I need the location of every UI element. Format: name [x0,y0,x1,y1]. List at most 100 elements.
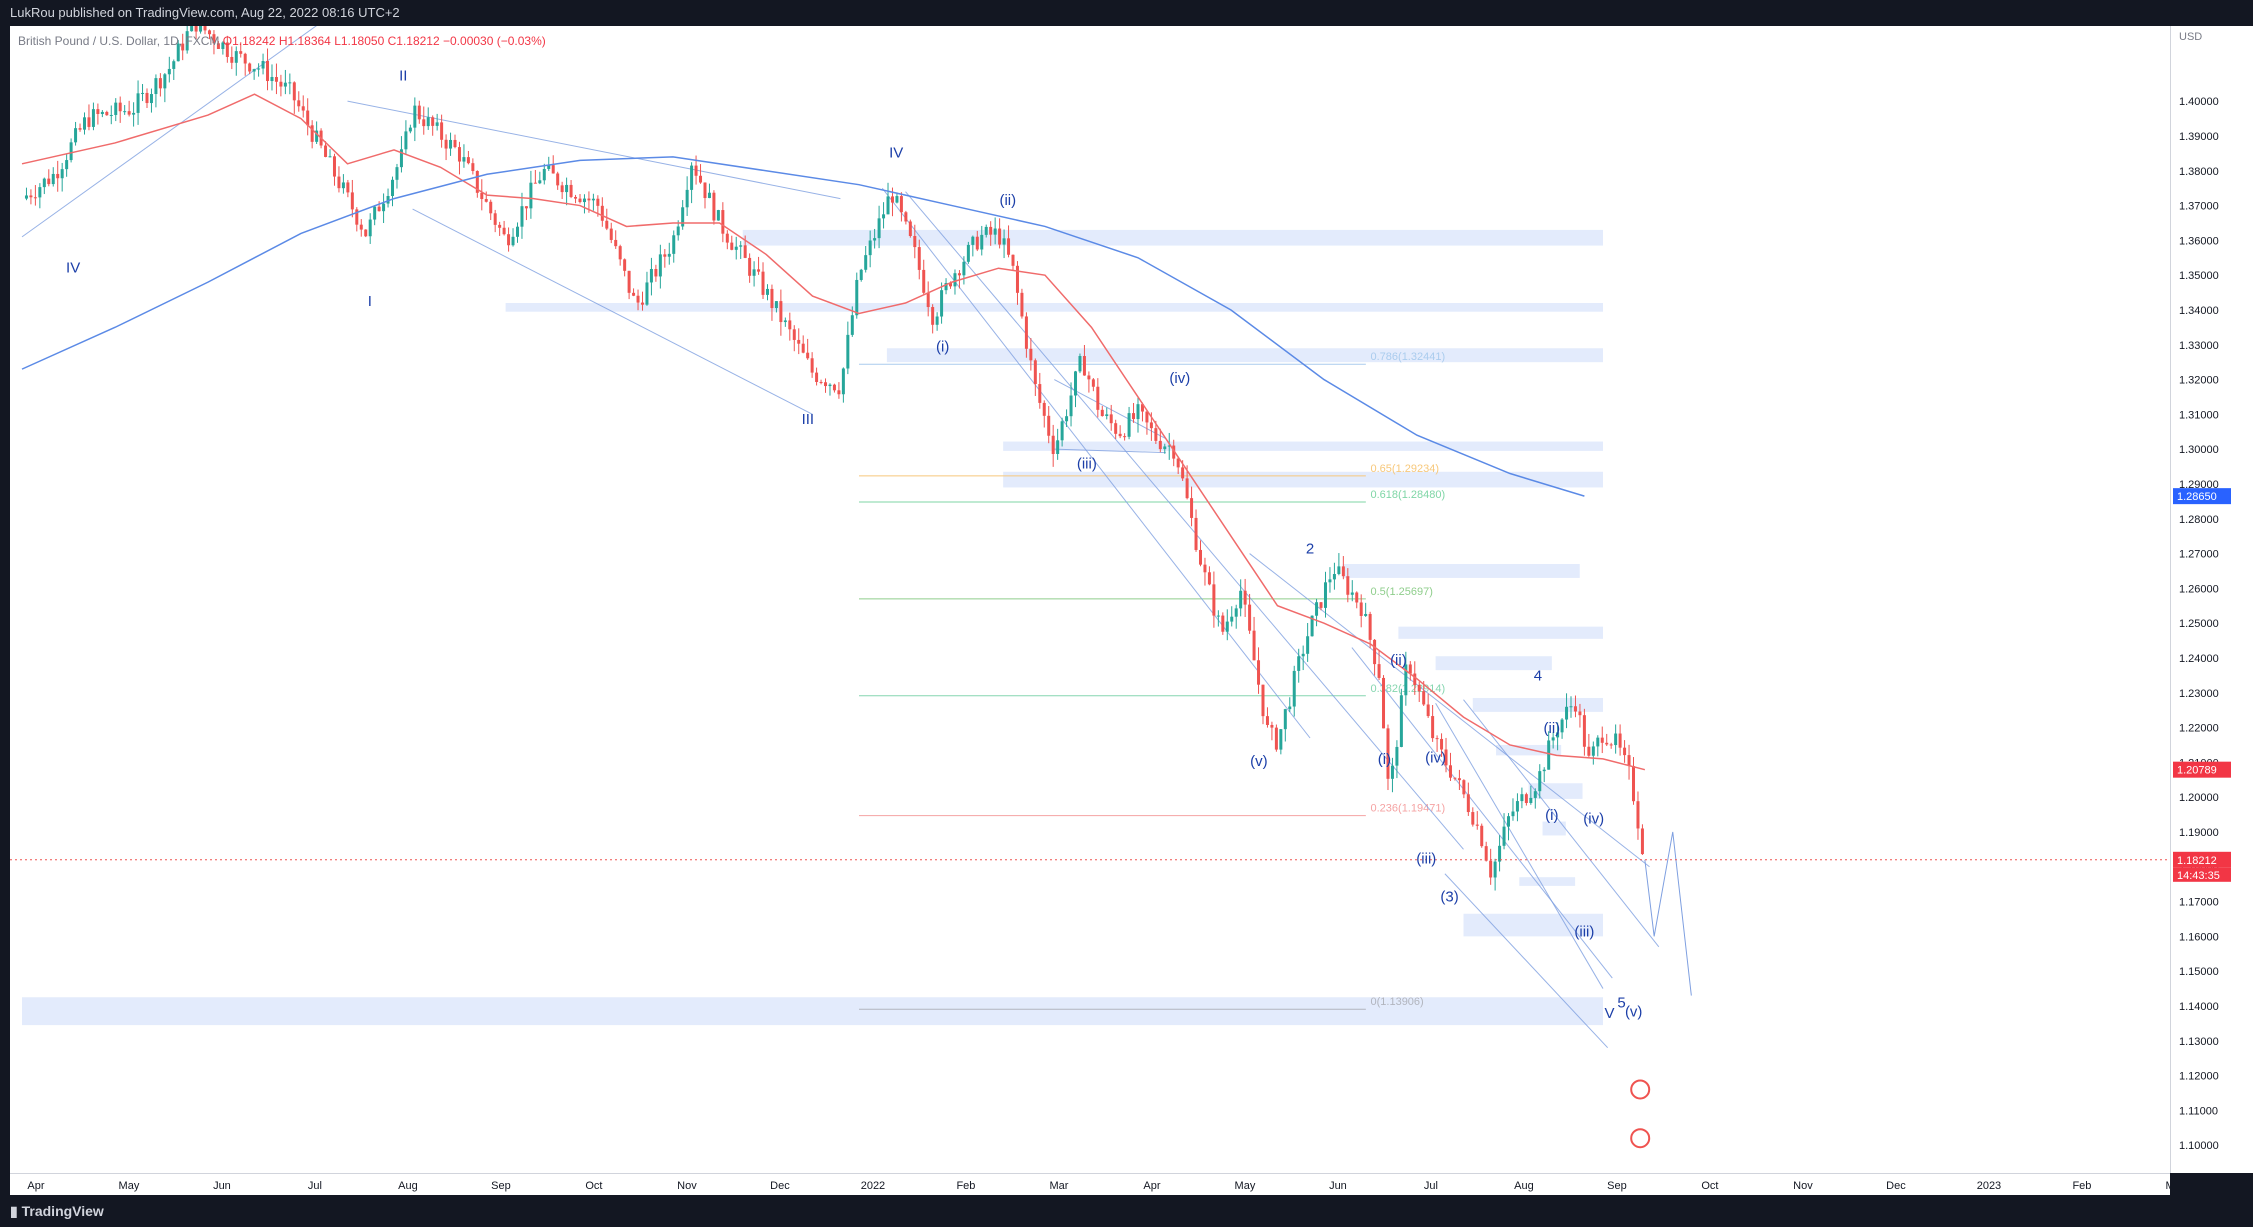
brand-name: TradingView [21,1203,104,1219]
support-resistance-zone [1519,877,1576,886]
time-tick-label: Apr [1143,1180,1160,1192]
candle-body [212,34,216,44]
candle-body [1640,828,1644,855]
candle-body [757,269,761,272]
candle-body [91,109,95,127]
candle-body [725,233,729,243]
wave-label: (iv) [1169,370,1190,387]
candle-body [730,242,734,250]
candle-body [404,131,408,150]
candle-body [29,195,33,198]
candle-body [346,182,350,193]
support-resistance-zone [1496,744,1562,756]
price-tick-label: 1.23000 [2179,688,2219,700]
candle-body [386,196,390,204]
candle-body [774,301,778,309]
price-tick-label: 1.30000 [2179,444,2219,456]
candle-body [1127,413,1131,437]
candle-body [1297,656,1301,671]
candle-body [1323,582,1327,608]
candle-body [457,147,461,162]
candle-body [596,198,600,206]
time-tick-label: Aug [1514,1180,1534,1192]
candle-body [864,255,868,270]
time-tick-label: Oct [585,1180,602,1192]
candle-body [1462,780,1466,795]
time-tick-label: May [1235,1180,1256,1192]
candle-body [1274,727,1278,750]
time-axis[interactable]: Apr May Jun Jul Aug Sep Oct Nov Dec 2022 Feb Mar Apr… [10,1173,2185,1196]
price-chart[interactable]: 0.786(1.32441) 0.65(1.29234) 0.618(1.28480… [10,0,2170,1173]
candle-body [980,234,984,250]
wave-label: III [802,411,815,428]
candle-body [297,100,301,107]
candle-body [640,302,644,305]
candle-body [33,197,37,199]
price-tick-label: 1.26000 [2179,583,2219,595]
candle-body [1051,435,1055,454]
candle-body [221,42,225,49]
candle-body [574,196,578,199]
candle-body [1511,811,1515,817]
legend-high: H1.18364 [278,34,331,48]
price-axis[interactable]: USD 1.40000 1.39000 1.38000 1.37000 1.36000 1.… [2170,26,2253,1173]
candle-body [1484,846,1488,861]
fib-level-label: 0.236(1.19471) [1371,803,1446,815]
candle-body [1538,771,1542,792]
candle-body [1114,423,1118,434]
candle-body [1569,706,1573,708]
candle-body [1158,440,1162,450]
candle-body [1109,414,1113,424]
candle-body [721,210,725,234]
plot-area[interactable]: 0.786(1.32441) 0.65(1.29234) 0.618(1.28480… [10,0,2170,1173]
candle-body [1234,608,1238,617]
candle-body [1475,824,1479,826]
price-tick-label: 1.25000 [2179,618,2219,630]
time-tick-label: Apr [27,1180,44,1192]
candle-body [417,105,421,120]
trend-channel-line [1351,647,1613,979]
candle-body [1288,706,1292,710]
candle-body [824,382,828,387]
candle-body [1248,604,1252,631]
candle-body [734,246,738,250]
candle-body [681,207,685,227]
candle-body [743,245,747,258]
candle-body [484,199,488,202]
candle-body [1605,742,1609,745]
support-resistance-zone [742,229,1603,246]
candle-body [663,254,667,257]
time-tick-label: Dec [770,1180,790,1192]
price-tick-label: 1.38000 [2179,166,2219,178]
time-tick-label: Mar [2165,1180,2170,1192]
candle-body [520,206,524,227]
candle-body [765,288,769,295]
time-tick-label: Jun [1329,1180,1347,1192]
candle-body [1225,621,1229,632]
candle-body [1551,737,1555,741]
candle-body [1466,794,1470,813]
candle-body [408,127,412,132]
support-resistance-zone [22,997,1603,1026]
candle-body [364,229,368,237]
candle-body [1261,684,1265,717]
candle-body [538,180,542,184]
trend-channel-line [905,191,1464,850]
candle-body [667,253,671,257]
wave-label: (iii) [1574,923,1594,940]
candle-body [341,182,345,189]
candle-body [105,111,109,116]
candle-body [819,381,823,383]
time-tick-label: Feb [956,1180,975,1192]
candle-body [1502,826,1506,846]
price-tick-label: 1.35000 [2179,270,2219,282]
candle-body [529,182,533,209]
candle-body [225,42,229,57]
candle-body [699,175,703,183]
candle-body [533,182,537,184]
wave-label: (v) [1250,753,1268,770]
candle-body [315,130,319,142]
support-resistance-zone [1342,564,1580,578]
fib-level-label: 0(1.13906) [1371,996,1424,1008]
candle-body [216,43,220,49]
